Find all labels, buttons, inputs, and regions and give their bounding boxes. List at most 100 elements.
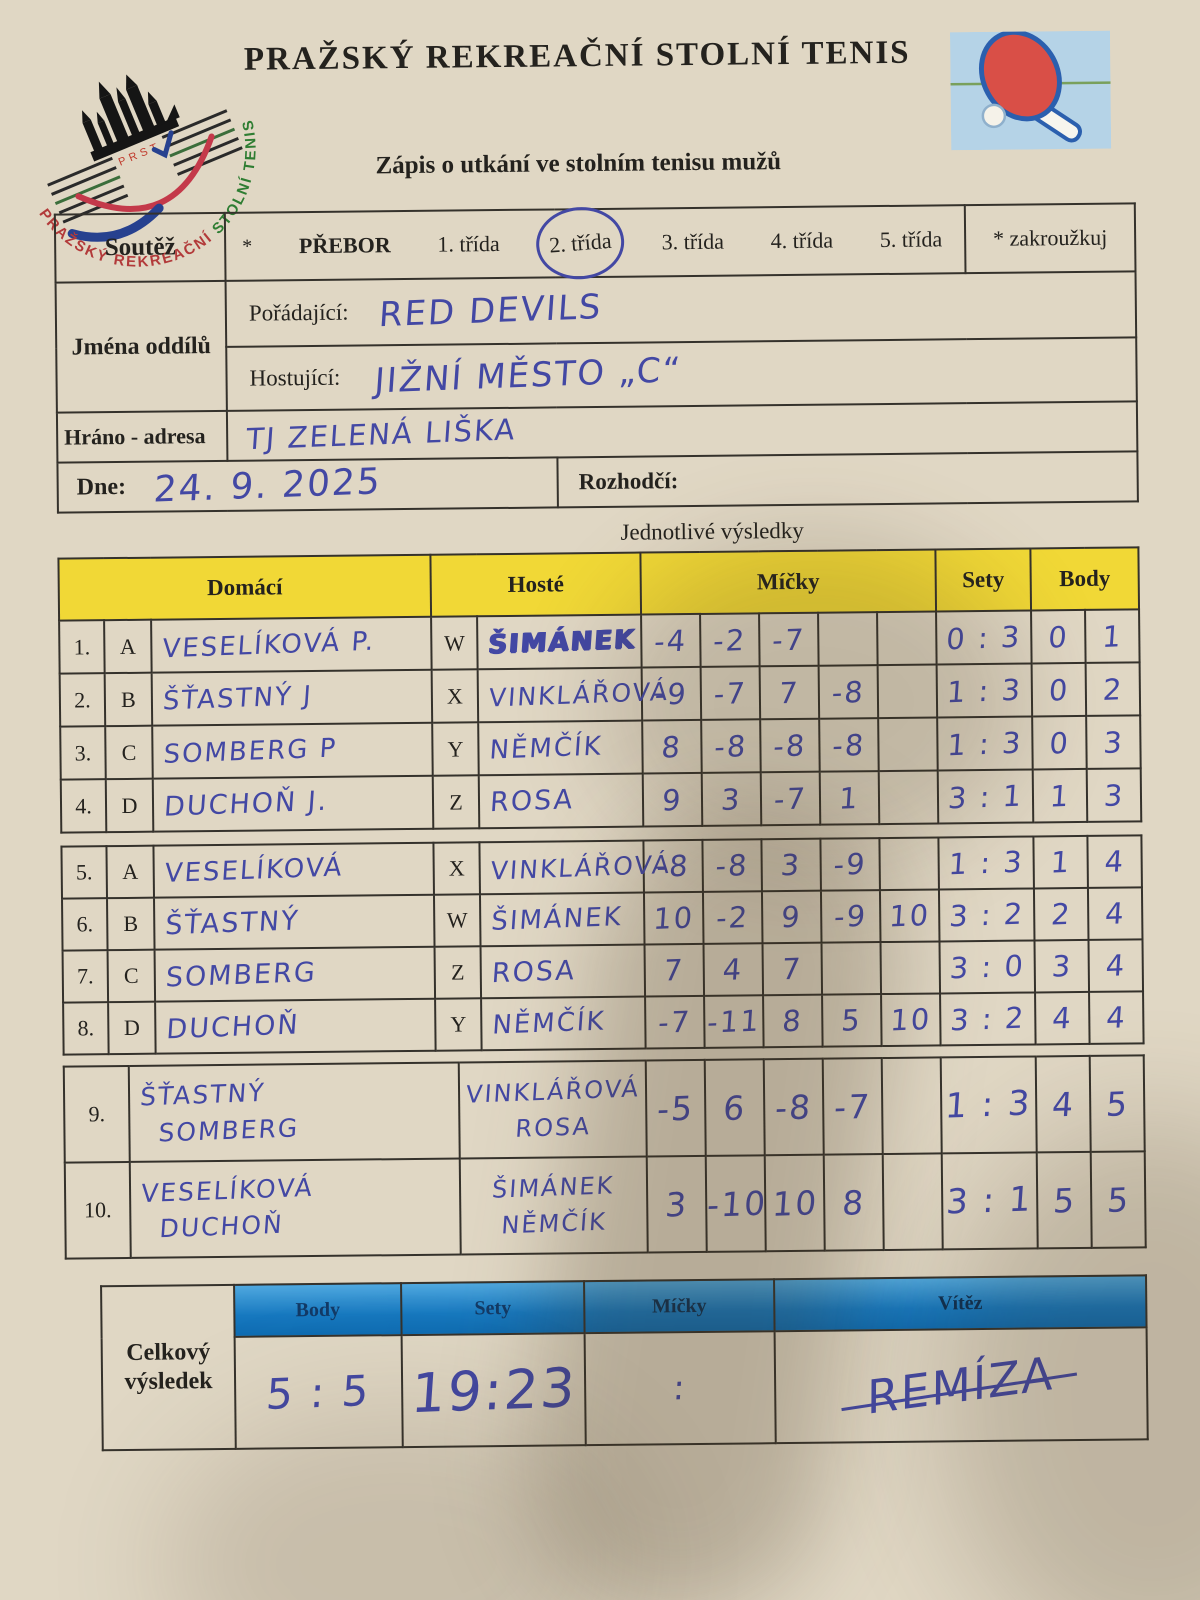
guest-team-cell: Hostující: JIŽNÍ MĚSTO „C“ xyxy=(226,337,1137,411)
match-row-4: 4. D DUCHOŇ J. Z ROSA 9 3 -7 1 3 : 1 1 3 xyxy=(60,768,1142,833)
home-letter: A xyxy=(106,845,154,899)
match-number: 8. xyxy=(63,1002,109,1055)
set1-score: 7 xyxy=(644,943,705,997)
set4-score: -8 xyxy=(819,718,879,772)
set2-score: 6 xyxy=(704,1059,765,1156)
match-number: 2. xyxy=(59,673,106,727)
guest-player-name: ŠIMÁNEK xyxy=(490,902,624,937)
set2-score: -7 xyxy=(700,666,761,720)
guest-letter: Y xyxy=(435,998,482,1051)
home-letter: D xyxy=(108,1001,156,1055)
guest-player-name: NĚMČÍK xyxy=(491,1006,607,1041)
guest-pair-player2: ROSA xyxy=(514,1112,592,1143)
points-home: 0 xyxy=(1031,662,1087,717)
sets-result: 3 : 1 xyxy=(937,769,1034,824)
class-options-cell: * PŘEBOR 1. třída 2. třída 3. třída 4. t… xyxy=(224,203,966,283)
total-micky-value: : xyxy=(584,1331,776,1446)
set2-score: -2 xyxy=(700,613,760,667)
home-player-name: ŠŤASTNÝ xyxy=(164,904,301,941)
home-player: ŠŤASTNÝ xyxy=(153,894,435,950)
points-guest: 1 xyxy=(1085,609,1140,663)
home-player-name: SOMBERG xyxy=(164,956,318,994)
home-player: DUCHOŇ xyxy=(155,998,436,1054)
home-letter: B xyxy=(107,897,155,951)
points-home: 1 xyxy=(1033,835,1088,889)
set3-score: -7 xyxy=(760,771,821,826)
home-pair: ŠŤASTNÝ SOMBERG xyxy=(128,1062,460,1162)
points-guest: 4 xyxy=(1089,991,1144,1044)
guest-pair: ŠIMÁNEK NĚMČÍK xyxy=(459,1156,648,1255)
points-guest: 5 xyxy=(1089,1055,1145,1152)
points-guest: 3 xyxy=(1086,768,1142,822)
set3-score: 10 xyxy=(764,1154,825,1252)
guest-letter: W xyxy=(433,894,481,947)
guest-player-name: ROSA xyxy=(489,784,576,819)
set5-score: 10 xyxy=(881,993,941,1047)
total-col-micky: Míčky xyxy=(584,1279,775,1334)
set5-score xyxy=(879,837,939,891)
total-sety-value: 19:23 xyxy=(401,1333,586,1448)
guest-letter: W xyxy=(431,616,478,670)
match-row-10: 10. VESELÍKOVÁ DUCHOŇ ŠIMÁNEK NĚMČÍK 3 -… xyxy=(64,1151,1146,1259)
class-3: 3. třída xyxy=(661,228,725,255)
set5-score xyxy=(878,770,939,825)
points-guest: 3 xyxy=(1086,715,1141,769)
col-header-sety: Sety xyxy=(935,548,1032,612)
guest-letter: Z xyxy=(434,946,482,999)
points-home: 5 xyxy=(1036,1151,1092,1249)
set3-score: 7 xyxy=(762,942,823,996)
home-player: SOMBERG xyxy=(154,946,436,1002)
guest-letter: X xyxy=(431,669,479,723)
set5-score xyxy=(877,611,937,666)
set5-score xyxy=(878,717,938,772)
home-player: SOMBERG P xyxy=(152,722,433,779)
home-pair-player2: SOMBERG xyxy=(157,1113,301,1148)
set4-score: 5 xyxy=(822,994,882,1047)
total-result-table: Celkový výsledek Body Sety Míčky Vítěz 5… xyxy=(100,1274,1149,1451)
results-table-2: 5. A VESELÍKOVÁ X VINKLÁŘOVÁ -8 -8 3 -9 … xyxy=(60,834,1144,1055)
match-number: 9. xyxy=(63,1065,130,1163)
sets-result: 3 : 1 xyxy=(941,1152,1038,1250)
guest-player-name: VINKLÁŘOVÁ xyxy=(487,676,671,713)
guest-player-name: VINKLÁŘOVÁ xyxy=(489,849,673,886)
home-player: VESELÍKOVÁ xyxy=(153,842,434,898)
home-team-name: RED DEVILS xyxy=(377,286,604,336)
rozhodci-label: Rozhodčí: xyxy=(557,451,1138,508)
guest-player: ROSA xyxy=(480,944,646,999)
class-5: 5. třída xyxy=(879,226,943,253)
match-row-8: 8. D DUCHOŇ Y NĚMČÍK -7 -11 8 5 10 3 : 2… xyxy=(63,991,1144,1055)
class-4: 4. třída xyxy=(770,227,834,254)
match-row-9: 9. ŠŤASTNÝ SOMBERG VINKLÁŘOVÁ ROSA -5 6 … xyxy=(63,1055,1145,1163)
class-prebor: PŘEBOR xyxy=(298,232,391,259)
zakrouzkuj-note: * zakroužkuj xyxy=(964,203,1136,274)
match-number: 6. xyxy=(62,898,108,951)
guest-letter: Y xyxy=(432,722,479,776)
set5-score xyxy=(880,941,941,995)
home-player: VESELÍKOVÁ P. xyxy=(151,616,432,673)
points-guest: 4 xyxy=(1088,939,1144,992)
guest-player: ŠIMÁNEK xyxy=(479,892,645,947)
col-header-hoste: Hosté xyxy=(430,552,642,617)
set4-score: -8 xyxy=(818,665,879,719)
set2-score: -8 xyxy=(701,719,761,773)
points-home: 0 xyxy=(1031,609,1086,664)
set3-score: -8 xyxy=(760,718,820,773)
set3-score: -7 xyxy=(759,612,819,667)
date-cell: Dne: 24. 9. 2025 xyxy=(57,457,558,513)
guest-pair-player1: ŠIMÁNEK xyxy=(491,1171,616,1204)
set2-score: -2 xyxy=(702,891,763,944)
guest-player: ŠIMÁNEK xyxy=(477,614,642,670)
home-player: ŠŤASTNÝ J xyxy=(151,669,433,726)
home-player-name: DUCHOŇ J. xyxy=(163,785,330,823)
home-player-name: DUCHOŇ xyxy=(165,1008,301,1045)
sets-result: 1 : 3 xyxy=(937,716,1033,771)
total-label: Celkový výsledek xyxy=(101,1284,236,1451)
sets-result: 3 : 0 xyxy=(939,940,1036,994)
total-col-sety: Sety xyxy=(401,1281,585,1336)
page-subtitle: Zápis o utkání ve stolním tenisu mužů xyxy=(375,148,782,180)
sets-result: 1 : 3 xyxy=(936,663,1033,718)
match-number: 1. xyxy=(59,620,105,674)
set1-score: -4 xyxy=(641,613,701,668)
